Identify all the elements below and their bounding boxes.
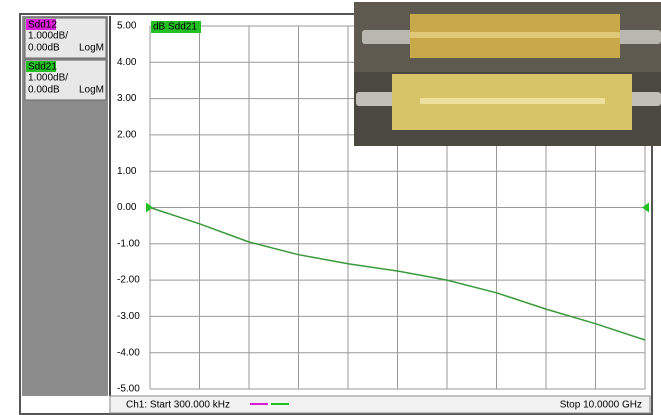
trace-format: LogM bbox=[79, 85, 104, 96]
y-tick-label: -3.00 bbox=[117, 311, 140, 322]
page: {"chart_data": {"type": "line", "trace_l… bbox=[0, 0, 661, 415]
y-tick-label: 2.00 bbox=[117, 130, 137, 141]
y-tick-label: -4.00 bbox=[117, 347, 140, 358]
y-tick-label: 4.00 bbox=[117, 57, 137, 68]
y-tick-label: -1.00 bbox=[117, 238, 140, 249]
trace-ref: 0.00dB bbox=[28, 43, 60, 54]
y-tick-label: 0.00 bbox=[117, 202, 137, 213]
y-tick-label: 5.00 bbox=[117, 21, 137, 32]
connector bbox=[362, 30, 412, 44]
start-label: Ch1: Start 300.000 kHz bbox=[126, 400, 230, 411]
connector bbox=[356, 92, 398, 106]
photo-inset bbox=[354, 2, 661, 146]
y-tick-label: -2.00 bbox=[117, 275, 140, 286]
trace-scale: 1.000dB/ bbox=[28, 31, 68, 42]
board-top-strip bbox=[410, 32, 620, 38]
y-tick-label: 3.00 bbox=[117, 93, 137, 104]
trace-label: dB Sdd21 bbox=[153, 22, 197, 33]
trace-scale: 1.000dB/ bbox=[28, 73, 68, 84]
trace-name: Sdd21 bbox=[28, 62, 57, 73]
y-tick-label: -5.00 bbox=[117, 384, 140, 395]
connector bbox=[628, 92, 661, 106]
trace-ref: 0.00dB bbox=[28, 85, 60, 96]
y-tick-label: 1.00 bbox=[117, 166, 137, 177]
board-bottom-strip bbox=[420, 98, 605, 104]
vna-screen: Sdd121.000dB/0.00dBLogMSdd211.000dB/0.00… bbox=[0, 0, 661, 415]
trace-format: LogM bbox=[79, 43, 104, 54]
stop-label: Stop 10.0000 GHz bbox=[560, 400, 642, 411]
trace-name: Sdd12 bbox=[28, 20, 57, 31]
connector bbox=[615, 30, 661, 44]
